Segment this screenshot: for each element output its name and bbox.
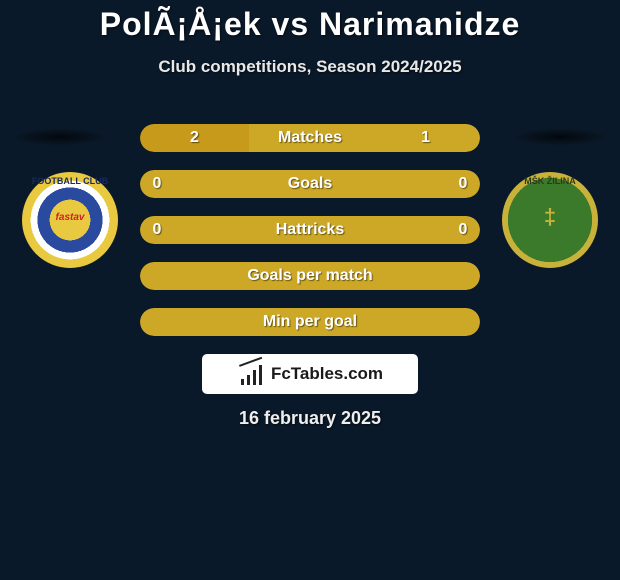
stat-label: Min per goal [140, 308, 480, 336]
stat-right-value: 0 [446, 170, 480, 198]
page-subtitle: Club competitions, Season 2024/2025 [0, 57, 620, 77]
stat-right-value: 0 [446, 216, 480, 244]
stat-row: 0Goals0 [140, 170, 480, 198]
stat-row: 0Hattricks0 [140, 216, 480, 244]
crest-center-label: fastav [20, 212, 120, 223]
chart-icon [237, 363, 265, 385]
crest-ring-text: MŠK ŽILINA [500, 176, 600, 186]
stat-left-value: 0 [140, 216, 174, 244]
page-title: PolÃ¡Å¡ek vs Narimanidze [0, 0, 620, 43]
stat-left-value: 2 [140, 124, 249, 152]
stat-row: 2Matches1 [140, 124, 480, 152]
team-crest-right: MŠK ŽILINA ‡ [500, 170, 600, 270]
stat-label: Matches [249, 124, 371, 152]
crest-shadow-right [510, 128, 610, 146]
stat-label: Goals [174, 170, 446, 198]
stat-left-value: 0 [140, 170, 174, 198]
date-label: 16 february 2025 [0, 408, 620, 429]
crest-center-symbol: ‡ [500, 204, 600, 230]
team-crest-left: FOOTBALL CLUB fastav [20, 170, 120, 270]
stat-label: Goals per match [140, 262, 480, 290]
stats-container: 2Matches10Goals00Hattricks0Goals per mat… [140, 124, 480, 354]
stat-right-value: 1 [371, 124, 480, 152]
footer-brand-text: FcTables.com [271, 364, 383, 384]
stat-row: Min per goal [140, 308, 480, 336]
stat-label: Hattricks [174, 216, 446, 244]
stat-row: Goals per match [140, 262, 480, 290]
crest-ring-text: FOOTBALL CLUB [20, 176, 120, 186]
footer-brand: FcTables.com [202, 354, 418, 394]
crest-shadow-left [10, 128, 110, 146]
